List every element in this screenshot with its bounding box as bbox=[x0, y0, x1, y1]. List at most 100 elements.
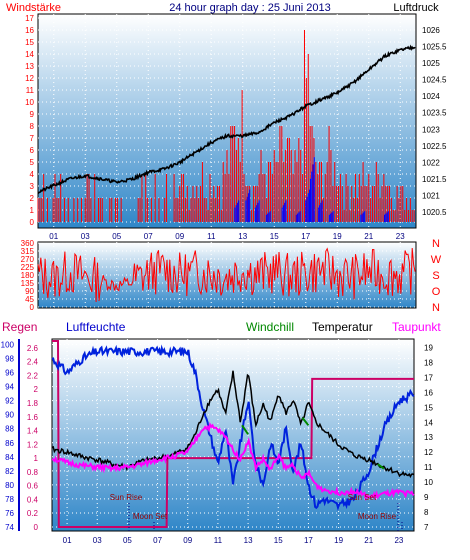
windchill-legend: Windchill bbox=[246, 320, 294, 334]
right-tick-label: 1025 bbox=[422, 59, 440, 68]
right-tick-label: 1020.5 bbox=[422, 208, 447, 217]
temperature-tick-label: 9 bbox=[424, 493, 429, 502]
right-tick-label: 1023 bbox=[422, 125, 440, 134]
x-tick-label: 05 bbox=[112, 232, 121, 241]
windchill-segment bbox=[241, 424, 249, 435]
x-tick-label: 01 bbox=[63, 536, 72, 545]
x-tick-label: 13 bbox=[238, 232, 247, 241]
left-tick-label: 11 bbox=[26, 86, 35, 95]
humidity-tick-label: 74 bbox=[5, 523, 14, 532]
humidity-tick-label: 94 bbox=[5, 383, 14, 392]
dewpoint-legend: Taupunkt bbox=[392, 320, 441, 334]
moon-set-label: Moon Set bbox=[133, 512, 168, 521]
x-tick-label: 23 bbox=[394, 536, 403, 545]
rain-tick-label: 0.6 bbox=[27, 482, 39, 491]
temperature-line bbox=[51, 370, 415, 479]
x-tick-label: 07 bbox=[153, 536, 162, 545]
humidity-axis-title: Luftfeuchte bbox=[66, 320, 126, 334]
rain-tick-label: 2.4 bbox=[27, 358, 39, 367]
temperature-tick-label: 15 bbox=[424, 403, 433, 412]
direction-tick-label: 0 bbox=[30, 303, 35, 312]
x-tick-label: 07 bbox=[144, 232, 153, 241]
right-tick-label: 1025.5 bbox=[422, 42, 447, 51]
direction-tick-label: 45 bbox=[25, 295, 34, 304]
humidity-temperature-grid bbox=[52, 339, 414, 531]
temperature-tick-label: 7 bbox=[424, 523, 429, 532]
rain-tick-label: 0.8 bbox=[27, 468, 39, 477]
rain-tick-label: 2 bbox=[34, 385, 39, 394]
humidity-tick-label: 98 bbox=[5, 355, 14, 364]
temperature-legend: Temperatur bbox=[312, 320, 373, 334]
humidity-tick-label: 96 bbox=[5, 369, 14, 378]
astronomy-annotations: Sun Rise Moon Set Sun Set Moon Rise bbox=[110, 493, 403, 531]
right-tick-label: 1026 bbox=[422, 26, 440, 35]
wind-direction-marks bbox=[37, 247, 416, 303]
header-left-label: Windstärke bbox=[6, 2, 61, 14]
rain-tick-label: 2.6 bbox=[27, 344, 39, 353]
right-tick-label: 1021.5 bbox=[422, 175, 447, 184]
humidity-temperature-plot-area bbox=[51, 338, 415, 532]
wind-pressure-axes: 012345678910111213141516171020.510211021… bbox=[25, 14, 447, 241]
humidity-line bbox=[51, 344, 415, 511]
sun-rise-label: Sun Rise bbox=[110, 493, 143, 502]
direction-tick-label: 360 bbox=[21, 239, 35, 248]
humidity-tick-label: 92 bbox=[5, 397, 14, 406]
left-tick-label: 14 bbox=[25, 50, 34, 59]
rain-tick-label: 0 bbox=[34, 523, 39, 532]
temperature-tick-label: 10 bbox=[424, 478, 433, 487]
pressure-line bbox=[37, 44, 416, 195]
x-tick-label: 05 bbox=[123, 536, 132, 545]
x-tick-label: 15 bbox=[270, 232, 279, 241]
x-tick-label: 03 bbox=[81, 232, 90, 241]
left-tick-label: 3 bbox=[30, 182, 35, 191]
temperature-tick-label: 19 bbox=[424, 343, 433, 352]
left-tick-label: 7 bbox=[30, 134, 35, 143]
rain-tick-label: 1.6 bbox=[27, 413, 39, 422]
rain-axis-title: Regen bbox=[2, 320, 37, 334]
x-tick-label: 19 bbox=[333, 232, 342, 241]
direction-tick-label: 315 bbox=[21, 247, 35, 256]
temperature-tick-label: 14 bbox=[424, 418, 433, 427]
left-tick-label: 1 bbox=[30, 206, 35, 215]
left-tick-label: 2 bbox=[30, 194, 35, 203]
compass-label: S bbox=[432, 270, 439, 282]
rain-tick-label: 1 bbox=[34, 454, 39, 463]
left-tick-label: 16 bbox=[25, 26, 34, 35]
wind-pressure-marks bbox=[37, 30, 416, 222]
chart-title: 24 hour graph day : 25 Juni 2013 bbox=[169, 2, 330, 14]
dewpoint-line bbox=[51, 422, 415, 502]
left-tick-label: 4 bbox=[30, 170, 35, 179]
right-tick-label: 1022 bbox=[422, 158, 440, 167]
humidity-tick-label: 100 bbox=[1, 341, 15, 350]
x-tick-label: 19 bbox=[334, 536, 343, 545]
wind-direction-line bbox=[37, 247, 416, 303]
x-tick-label: 17 bbox=[301, 232, 310, 241]
x-tick-label: 15 bbox=[274, 536, 283, 545]
left-tick-label: 12 bbox=[25, 74, 34, 83]
left-tick-label: 0 bbox=[30, 218, 35, 227]
x-tick-label: 09 bbox=[175, 232, 184, 241]
compass-label: N bbox=[432, 238, 440, 250]
humidity-temperature-axes: 7476788082848688909294969810000.20.40.60… bbox=[1, 339, 433, 545]
x-tick-label: 03 bbox=[93, 536, 102, 545]
compass-label: N bbox=[432, 302, 440, 314]
humidity-tick-label: 82 bbox=[5, 467, 14, 476]
x-tick-label: 23 bbox=[396, 232, 405, 241]
direction-tick-label: 90 bbox=[25, 287, 34, 296]
right-tick-label: 1022.5 bbox=[422, 142, 447, 151]
humidity-tick-label: 90 bbox=[5, 411, 14, 420]
temperature-tick-label: 12 bbox=[424, 448, 433, 457]
compass-label: O bbox=[432, 286, 441, 298]
humidity-tick-label: 76 bbox=[5, 509, 14, 518]
moon-rise-label: Moon Rise bbox=[358, 512, 397, 521]
rain-tick-label: 1.8 bbox=[27, 399, 39, 408]
temperature-tick-label: 16 bbox=[424, 388, 433, 397]
direction-tick-label: 270 bbox=[21, 255, 35, 264]
temperature-tick-label: 13 bbox=[424, 433, 433, 442]
rain-tick-label: 1.4 bbox=[27, 427, 39, 436]
x-tick-label: 17 bbox=[304, 536, 313, 545]
humidity-tick-label: 86 bbox=[5, 439, 14, 448]
humidity-tick-label: 80 bbox=[5, 481, 14, 490]
